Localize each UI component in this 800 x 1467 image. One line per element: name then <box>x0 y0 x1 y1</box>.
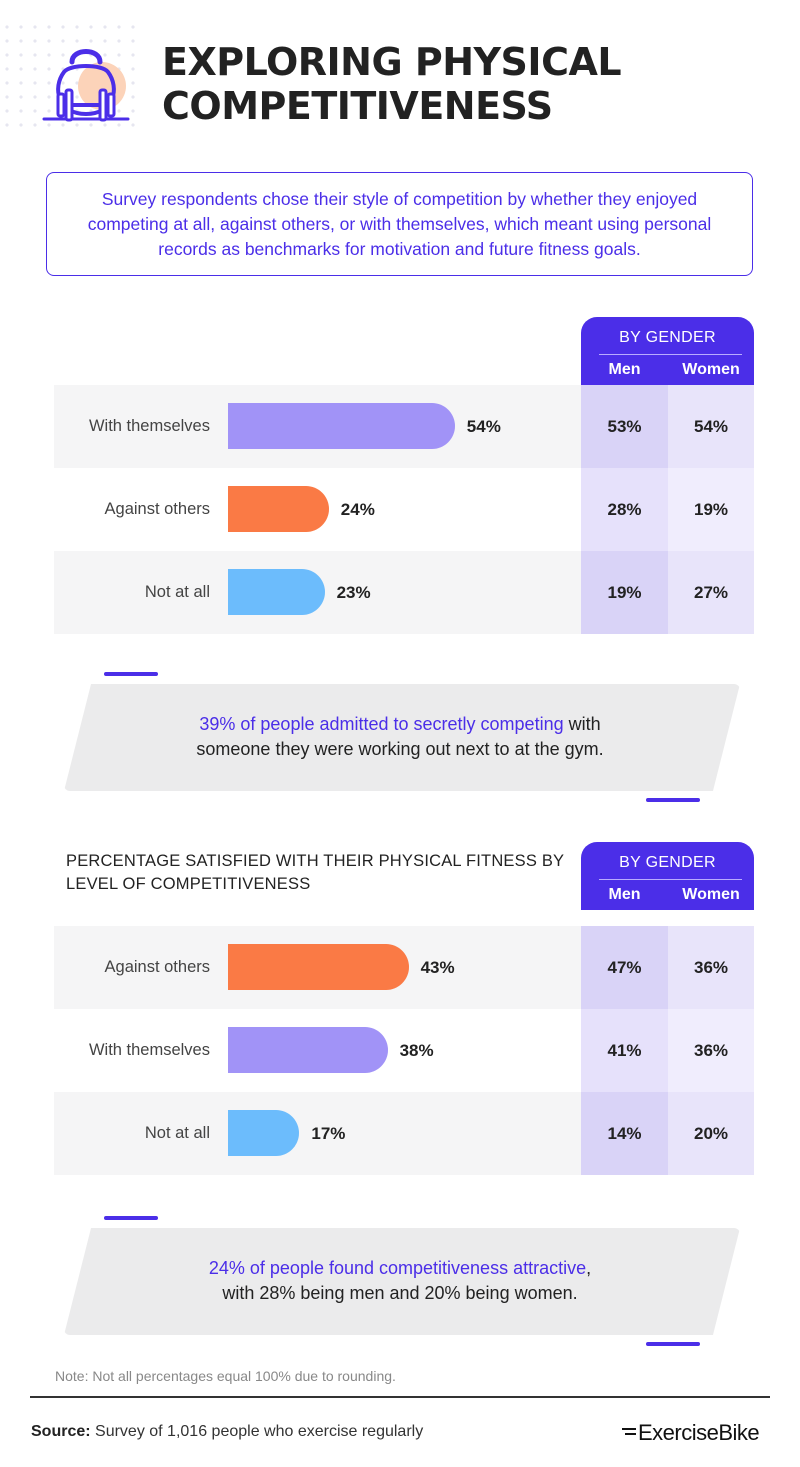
source-line: Source: Survey of 1,016 people who exerc… <box>31 1423 423 1441</box>
page-title: EXPLORING PHYSICAL COMPETITIVENESS <box>162 40 622 128</box>
callout-highlight: 39% of people admitted to secretly compe… <box>199 714 564 734</box>
brand-name: ExerciseBike <box>638 1420 760 1445</box>
category-label: Against others <box>104 958 210 976</box>
category-label: Against others <box>104 500 210 518</box>
callout-text-line2: with 28% being men and 20% being women. <box>222 1283 578 1303</box>
table-row: With themselves 38% 41% 36% <box>54 1009 754 1092</box>
callout-accent-line <box>104 1216 158 1220</box>
gender-header-title: BY GENDER <box>619 329 716 346</box>
chart-rows: Against others 43% 47% 36% With themselv… <box>54 926 754 1175</box>
men-value: 28% <box>581 468 668 551</box>
chart-title: PERCENTAGE SATISFIED WITH THEIR PHYSICAL… <box>66 852 564 893</box>
gender-col-men: Men <box>608 361 641 378</box>
table-row: Not at all 23% 19% 27% <box>54 551 754 634</box>
gender-col-women: Women <box>682 886 740 903</box>
footer-divider <box>30 1396 770 1398</box>
page-title-line2: COMPETITIVENESS <box>162 84 553 128</box>
value-label: 38% <box>399 1040 434 1060</box>
gender-header: BY GENDER Men Women <box>581 842 754 910</box>
table-row: Against others 43% 47% 36% <box>54 926 754 1009</box>
men-value: 41% <box>581 1009 668 1092</box>
men-value: 19% <box>581 551 668 634</box>
women-value: 36% <box>668 1009 754 1092</box>
value-label: 23% <box>336 582 371 602</box>
category-label: With themselves <box>88 1041 210 1059</box>
bar <box>228 486 329 532</box>
men-value: 47% <box>581 926 668 1009</box>
men-value: 14% <box>581 1092 668 1175</box>
chart-rows: With themselves 54% 53% 54% Against othe… <box>54 385 754 634</box>
women-value: 19% <box>668 468 754 551</box>
footnote: Note: Not all percentages equal 100% due… <box>55 1368 396 1384</box>
callout-accent-line <box>646 1342 700 1346</box>
table-row: With themselves 54% 53% 54% <box>54 385 754 468</box>
callout-text: 39% of people admitted to secretly compe… <box>100 712 700 762</box>
women-value: 27% <box>668 551 754 634</box>
category-label: Not at all <box>144 583 210 601</box>
callout-accent-line <box>646 798 700 802</box>
callout-text-line2: someone they were working out next to at… <box>196 739 604 759</box>
table-row: Against others 24% 28% 19% <box>54 468 754 551</box>
table-row: Not at all 17% 14% 20% <box>54 1092 754 1175</box>
bar <box>228 569 325 615</box>
brand-logo: ExerciseBike <box>622 1420 760 1446</box>
intro-box: Survey respondents chose their style of … <box>46 172 753 276</box>
callout-text-rest: , <box>586 1258 592 1278</box>
category-label: With themselves <box>88 417 210 435</box>
value-label: 43% <box>420 957 455 977</box>
gender-header-divider <box>599 879 742 880</box>
source-text: Survey of 1,016 people who exercise regu… <box>90 1423 424 1440</box>
callout-highlight: 24% of people found competitiveness attr… <box>208 1258 587 1278</box>
gender-header-divider <box>599 354 742 355</box>
men-value: 53% <box>581 385 668 468</box>
bar <box>228 1027 388 1073</box>
kettlebell-dumbbell-icon <box>42 49 130 122</box>
gender-header: BY GENDER Men Women <box>581 317 754 385</box>
bar <box>228 1110 300 1156</box>
women-value: 36% <box>668 926 754 1009</box>
gender-col-women: Women <box>682 361 740 378</box>
page-title-line1: EXPLORING PHYSICAL <box>162 40 622 84</box>
category-label: Not at all <box>144 1124 210 1142</box>
callout-accent-line <box>104 672 158 676</box>
source-label: Source: <box>31 1423 91 1440</box>
callout-background <box>64 684 740 791</box>
bar <box>228 403 455 449</box>
women-value: 54% <box>668 385 754 468</box>
value-label: 24% <box>340 499 375 519</box>
brand-lines-icon <box>622 1428 636 1436</box>
bar <box>228 944 409 990</box>
callout-text-rest: with <box>563 714 601 734</box>
callout-background <box>64 1228 740 1335</box>
callout-text: 24% of people found competitiveness attr… <box>100 1256 700 1306</box>
intro-text: Survey respondents chose their style of … <box>87 188 712 259</box>
gender-header-title: BY GENDER <box>619 854 716 871</box>
women-value: 20% <box>668 1092 754 1175</box>
value-label: 54% <box>466 416 501 436</box>
gender-col-men: Men <box>608 886 641 903</box>
value-label: 17% <box>311 1123 346 1143</box>
